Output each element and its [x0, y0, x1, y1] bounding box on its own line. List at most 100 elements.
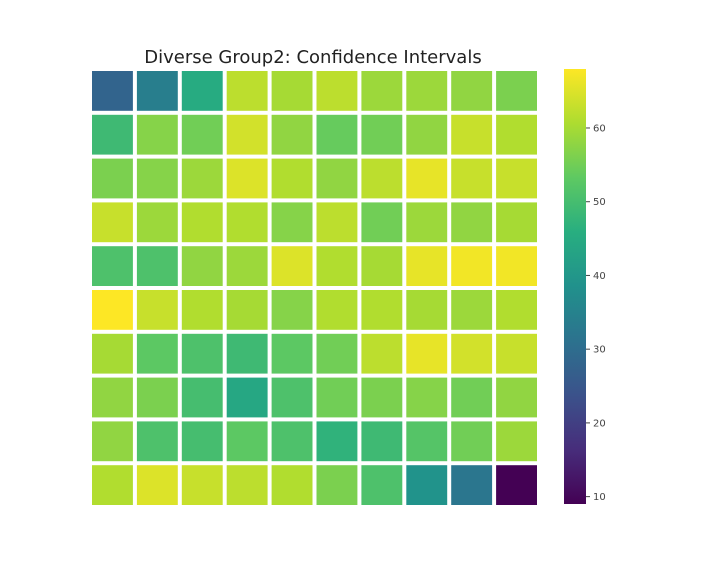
heatmap-cell-r2-c3	[226, 158, 268, 199]
heatmap-cell-r3-c2	[181, 202, 223, 243]
colorbar	[564, 69, 586, 504]
heatmap-cell-r5-c8	[451, 290, 493, 330]
heatmap-cell-r7-c0	[92, 377, 133, 418]
heatmap-cell-r5-c6	[361, 290, 403, 330]
heatmap-cells	[92, 71, 537, 505]
colorbar-tick-label: 20	[593, 418, 606, 429]
heatmap-cell-r6-c3	[226, 333, 268, 374]
heatmap-cell-r8-c6	[361, 421, 403, 462]
heatmap-cell-r9-c2	[181, 465, 223, 505]
heatmap-cell-r2-c0	[92, 158, 133, 199]
heatmap-cell-r0-c6	[361, 71, 403, 111]
heatmap-cell-r9-c3	[226, 465, 268, 505]
heatmap-cell-r1-c3	[226, 114, 268, 155]
heatmap-cell-r6-c6	[361, 333, 403, 374]
heatmap-cell-r6-c5	[316, 333, 358, 374]
heatmap-cell-r4-c4	[271, 246, 313, 286]
heatmap-cell-r2-c4	[271, 158, 313, 199]
heatmap-cell-r2-c9	[496, 158, 537, 199]
heatmap-cell-r8-c7	[406, 421, 448, 462]
heatmap-cell-r7-c2	[181, 377, 223, 418]
heatmap-cell-r3-c9	[496, 202, 537, 243]
heatmap-cell-r7-c3	[226, 377, 268, 418]
heatmap-cell-r7-c6	[361, 377, 403, 418]
colorbar-tick-label: 10	[593, 492, 606, 503]
heatmap-cell-r2-c7	[406, 158, 448, 199]
heatmap-cell-r4-c6	[361, 246, 403, 286]
heatmap-cell-r8-c9	[496, 421, 537, 462]
heatmap-cell-r3-c8	[451, 202, 493, 243]
heatmap-cell-r8-c3	[226, 421, 268, 462]
heatmap-cell-r9-c8	[451, 465, 493, 505]
heatmap-cell-r5-c7	[406, 290, 448, 330]
heatmap-cell-r9-c4	[271, 465, 313, 505]
heatmap-cell-r4-c5	[316, 246, 358, 286]
heatmap-cell-r8-c8	[451, 421, 493, 462]
heatmap-cell-r8-c4	[271, 421, 313, 462]
heatmap-cell-r3-c6	[361, 202, 403, 243]
heatmap-cell-r1-c1	[136, 114, 178, 155]
heatmap-cell-r1-c2	[181, 114, 223, 155]
heatmap-cell-r0-c9	[496, 71, 537, 111]
heatmap-cell-r6-c1	[136, 333, 178, 374]
heatmap-cell-r9-c5	[316, 465, 358, 505]
heatmap-cell-r0-c0	[92, 71, 133, 111]
heatmap-cell-r3-c4	[271, 202, 313, 243]
heatmap-cell-r6-c4	[271, 333, 313, 374]
heatmap-cell-r6-c8	[451, 333, 493, 374]
heatmap-cell-r0-c1	[136, 71, 178, 111]
heatmap-cell-r5-c5	[316, 290, 358, 330]
heatmap-cell-r5-c9	[496, 290, 537, 330]
heatmap-cell-r2-c8	[451, 158, 493, 199]
heatmap-cell-r4-c3	[226, 246, 268, 286]
colorbar-tick-label: 60	[593, 123, 606, 134]
heatmap-cell-r6-c7	[406, 333, 448, 374]
heatmap-cell-r9-c9	[496, 465, 537, 505]
heatmap-cell-r1-c6	[361, 114, 403, 155]
heatmap-cell-r1-c8	[451, 114, 493, 155]
heatmap-cell-r8-c1	[136, 421, 178, 462]
heatmap-cell-r5-c2	[181, 290, 223, 330]
heatmap-cell-r0-c7	[406, 71, 448, 111]
heatmap-cell-r2-c6	[361, 158, 403, 199]
heatmap-cell-r1-c0	[92, 114, 133, 155]
colorbar-ticks: 10 20 30 40 50 60	[586, 123, 606, 503]
heatmap-cell-r9-c0	[92, 465, 133, 505]
heatmap-cell-r7-c8	[451, 377, 493, 418]
heatmap-cell-r5-c1	[136, 290, 178, 330]
heatmap-cell-r2-c1	[136, 158, 178, 199]
heatmap-cell-r0-c8	[451, 71, 493, 111]
heatmap-cell-r4-c0	[92, 246, 133, 286]
heatmap-cell-r1-c7	[406, 114, 448, 155]
heatmap-cell-r3-c0	[92, 202, 133, 243]
heatmap-cell-r4-c8	[451, 246, 493, 286]
heatmap-cell-r4-c9	[496, 246, 537, 286]
heatmap-cell-r9-c7	[406, 465, 448, 505]
heatmap-cell-r1-c9	[496, 114, 537, 155]
heatmap-cell-r8-c5	[316, 421, 358, 462]
heatmap-cell-r6-c2	[181, 333, 223, 374]
heatmap-cell-r5-c4	[271, 290, 313, 330]
heatmap-cell-r3-c3	[226, 202, 268, 243]
heatmap-cell-r7-c4	[271, 377, 313, 418]
colorbar-tick-label: 30	[593, 345, 606, 356]
colorbar-tick-label: 40	[593, 271, 606, 282]
heatmap-cell-r4-c7	[406, 246, 448, 286]
heatmap-cell-r3-c1	[136, 202, 178, 243]
heatmap-cell-r0-c5	[316, 71, 358, 111]
heatmap-cell-r7-c5	[316, 377, 358, 418]
heatmap-cell-r5-c3	[226, 290, 268, 330]
heatmap-cell-r6-c9	[496, 333, 537, 374]
colorbar-tick-label: 50	[593, 197, 606, 208]
heatmap-cell-r1-c5	[316, 114, 358, 155]
heatmap-cell-r1-c4	[271, 114, 313, 155]
heatmap-cell-r8-c0	[92, 421, 133, 462]
heatmap-cell-r2-c5	[316, 158, 358, 199]
heatmap-cell-r0-c4	[271, 71, 313, 111]
heatmap-cell-r2-c2	[181, 158, 223, 199]
chart-title: Diverse Group2: Confidence Intervals	[144, 47, 481, 68]
heatmap-cell-r0-c2	[181, 71, 223, 111]
heatmap-cell-r0-c3	[226, 71, 268, 111]
heatmap-cell-r9-c6	[361, 465, 403, 505]
